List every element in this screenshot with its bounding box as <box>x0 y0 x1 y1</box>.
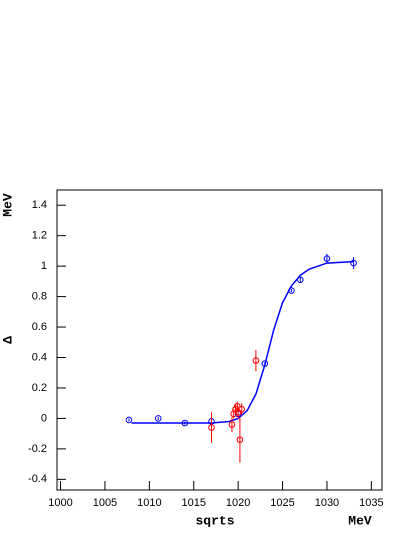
x-tick-label: 1015 <box>182 497 206 509</box>
point <box>233 402 241 410</box>
point <box>236 436 244 444</box>
y-tick-label: 0.6 <box>32 321 47 333</box>
point <box>154 415 162 422</box>
x-tick-label: 1030 <box>315 497 339 509</box>
point <box>297 276 304 284</box>
y-tick-label: -0.4 <box>28 473 47 485</box>
point <box>228 421 236 428</box>
point <box>125 416 133 424</box>
plot-frame <box>56 189 383 491</box>
point <box>261 360 269 367</box>
y-label: Δ <box>0 336 15 344</box>
y-tick-label: 1.2 <box>32 230 47 242</box>
y-tick-label: 1.4 <box>32 199 47 211</box>
point <box>208 424 215 431</box>
fit-curve <box>131 260 354 424</box>
point <box>181 419 189 427</box>
y-unit: MeV <box>0 193 15 217</box>
x-tick-label: 1020 <box>226 497 250 509</box>
x-tick-label: 1010 <box>137 497 161 509</box>
x-tick-label: 1025 <box>270 497 294 509</box>
x-tick-label: 1000 <box>48 497 72 509</box>
y-tick-label: 0.2 <box>32 382 47 394</box>
y-tick-label: 0 <box>41 412 47 424</box>
y-tick-label: 1 <box>41 260 47 272</box>
x-tick-label: 1035 <box>359 497 383 509</box>
point <box>323 255 331 262</box>
point <box>288 287 295 294</box>
point <box>252 357 260 364</box>
y-tick-label: 0.4 <box>32 351 47 363</box>
y-tick-label: -0.2 <box>28 443 47 455</box>
y-tick-label: 0.8 <box>32 291 47 303</box>
x-unit: MeV <box>348 513 372 528</box>
point <box>238 405 245 413</box>
x-tick-label: 1005 <box>93 497 117 509</box>
x-label: sqrts <box>195 513 234 528</box>
point <box>350 259 357 267</box>
